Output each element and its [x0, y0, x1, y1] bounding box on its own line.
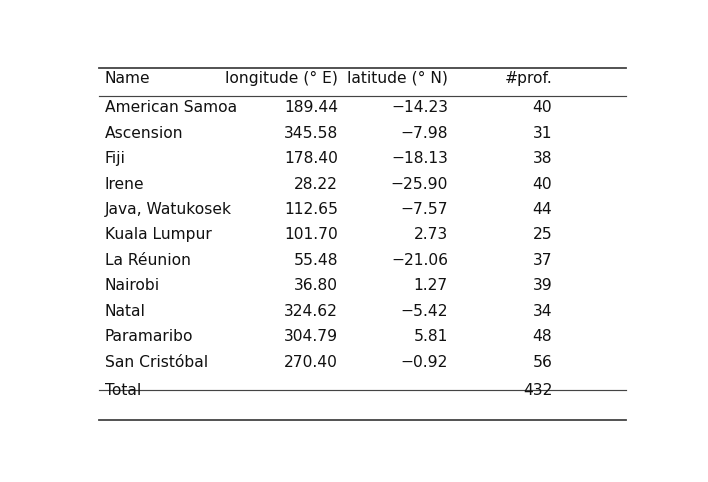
Text: 2.73: 2.73	[413, 228, 448, 242]
Text: longitude (° E): longitude (° E)	[225, 71, 338, 86]
Text: 34: 34	[532, 304, 552, 319]
Text: 324.62: 324.62	[285, 304, 338, 319]
Text: latitude (° N): latitude (° N)	[347, 71, 448, 86]
Text: 44: 44	[532, 202, 552, 217]
Text: Kuala Lumpur: Kuala Lumpur	[105, 228, 212, 242]
Text: −5.42: −5.42	[401, 304, 448, 319]
Text: 345.58: 345.58	[284, 126, 338, 141]
Text: −7.57: −7.57	[400, 202, 448, 217]
Text: 1.27: 1.27	[413, 278, 448, 294]
Text: San Cristóbal: San Cristóbal	[105, 355, 208, 370]
Text: 31: 31	[532, 126, 552, 141]
Text: Java, Watukosek: Java, Watukosek	[105, 202, 232, 217]
Text: −18.13: −18.13	[391, 151, 448, 166]
Text: #prof.: #prof.	[504, 71, 552, 86]
Text: −14.23: −14.23	[391, 100, 448, 115]
Text: Ascension: Ascension	[105, 126, 183, 141]
Text: La Réunion: La Réunion	[105, 253, 191, 268]
Text: 432: 432	[523, 383, 552, 398]
Text: −7.98: −7.98	[401, 126, 448, 141]
Text: 48: 48	[532, 329, 552, 344]
Text: 55.48: 55.48	[294, 253, 338, 268]
Text: Natal: Natal	[105, 304, 146, 319]
Text: Irene: Irene	[105, 176, 144, 192]
Text: 39: 39	[532, 278, 552, 294]
Text: Fiji: Fiji	[105, 151, 126, 166]
Text: Total: Total	[105, 383, 141, 398]
Text: 37: 37	[532, 253, 552, 268]
Text: 40: 40	[532, 176, 552, 192]
Text: 178.40: 178.40	[285, 151, 338, 166]
Text: −25.90: −25.90	[391, 176, 448, 192]
Text: 5.81: 5.81	[413, 329, 448, 344]
Text: 56: 56	[532, 355, 552, 370]
Text: 304.79: 304.79	[284, 329, 338, 344]
Text: 38: 38	[532, 151, 552, 166]
Text: −21.06: −21.06	[391, 253, 448, 268]
Text: Paramaribo: Paramaribo	[105, 329, 193, 344]
Text: American Samoa: American Samoa	[105, 100, 237, 115]
Text: 36.80: 36.80	[294, 278, 338, 294]
Text: 25: 25	[532, 228, 552, 242]
Text: 28.22: 28.22	[295, 176, 338, 192]
Text: −0.92: −0.92	[401, 355, 448, 370]
Text: 270.40: 270.40	[285, 355, 338, 370]
Text: 101.70: 101.70	[285, 228, 338, 242]
Text: Nairobi: Nairobi	[105, 278, 160, 294]
Text: 189.44: 189.44	[284, 100, 338, 115]
Text: 112.65: 112.65	[284, 202, 338, 217]
Text: Name: Name	[105, 71, 151, 86]
Text: 40: 40	[532, 100, 552, 115]
